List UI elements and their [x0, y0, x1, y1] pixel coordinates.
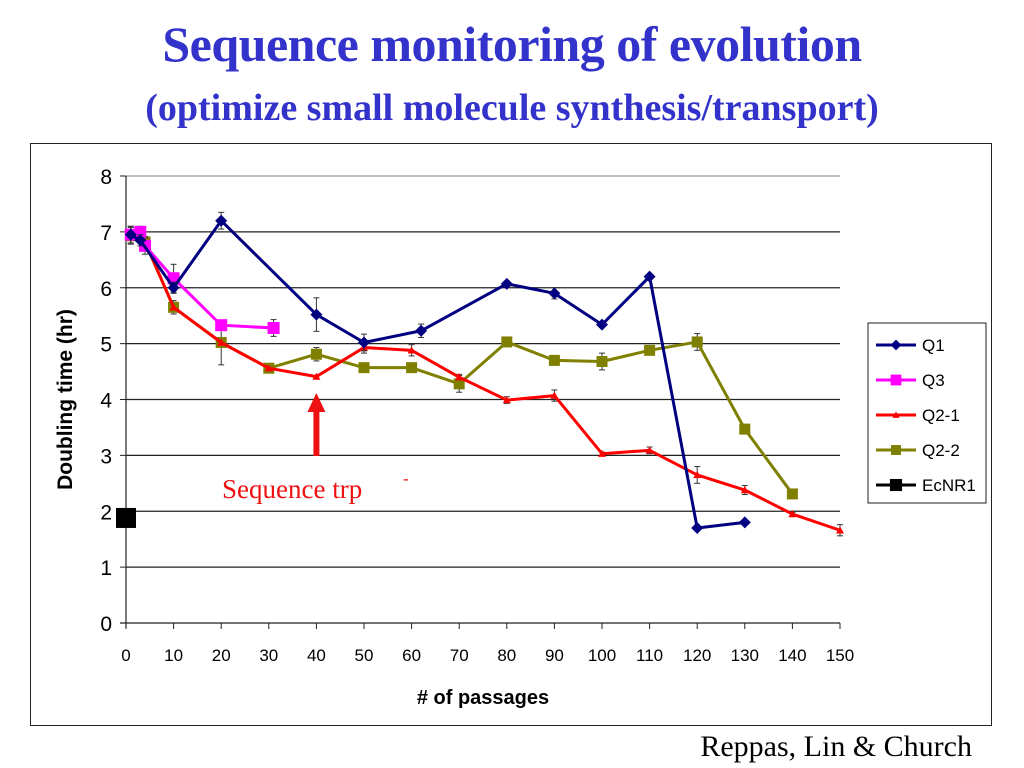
x-tick-label: 140 — [778, 646, 806, 665]
data-point-q2-1 — [407, 346, 416, 354]
data-point-q2-1 — [217, 338, 226, 346]
legend-label-q2-2: Q2-2 — [922, 441, 960, 460]
data-point-q1 — [415, 324, 428, 337]
x-axis-title: # of passages — [417, 687, 549, 709]
series-q2-1 — [126, 229, 844, 537]
x-tick-label: 120 — [683, 646, 711, 665]
series-q3 — [124, 225, 280, 337]
legend-label-q2-1: Q2-1 — [922, 406, 960, 425]
legend-label-ecnr1: EcNR1 — [922, 476, 976, 495]
data-point-q2-1 — [693, 470, 702, 479]
slide-subtitle: (optimize small molecule synthesis/trans… — [145, 87, 879, 129]
data-point-q2-2 — [501, 336, 513, 348]
annotation-group: Sequence trp - — [222, 393, 409, 504]
y-tick-label: 3 — [100, 445, 112, 468]
data-point-q2-1 — [264, 364, 273, 372]
data-point-q2-1 — [836, 526, 844, 534]
series-q2-2 — [125, 226, 798, 500]
y-tick-label: 8 — [100, 166, 112, 189]
x-tick-label: 30 — [259, 646, 278, 665]
legend-marker-q1 — [890, 339, 902, 351]
x-tick-label: 100 — [588, 646, 616, 665]
data-point-q3 — [267, 321, 280, 334]
data-point-q3 — [215, 319, 228, 332]
series-ecnr1 — [116, 507, 136, 528]
data-point-q2-2 — [358, 362, 370, 374]
data-point-q1 — [215, 214, 228, 227]
x-tick-label: 50 — [355, 646, 374, 665]
y-tick-label: 1 — [100, 557, 112, 580]
credit-text: Reppas, Lin & Church — [700, 730, 972, 763]
data-point-q2-1 — [598, 449, 606, 457]
x-tick-label: 90 — [545, 646, 564, 665]
x-tick-label: 70 — [450, 646, 469, 665]
data-point-q1 — [134, 234, 147, 247]
data-point-q1 — [500, 277, 513, 290]
x-tick-label: 0 — [121, 646, 130, 665]
x-tick-label: 60 — [402, 646, 421, 665]
data-point-q1 — [167, 281, 180, 294]
data-point-q2-2 — [406, 362, 418, 374]
x-tick-label: 20 — [212, 646, 231, 665]
y-tick-label: 7 — [100, 222, 112, 245]
legend-marker-q3 — [890, 374, 902, 386]
y-tick-label: 2 — [100, 501, 112, 524]
data-point-q2-1 — [169, 303, 178, 311]
data-point-q2-1 — [788, 510, 797, 518]
y-axis-title: Doubling time (hr) — [54, 309, 77, 490]
legend: Q1 Q3 Q2-1 Q2-2 EcNR1 — [867, 322, 987, 504]
data-point-q1 — [643, 270, 656, 283]
data-point-q2-2 — [691, 336, 703, 348]
data-point-q2-2 — [310, 348, 322, 360]
y-tick-label: 0 — [100, 613, 112, 636]
legend-box — [867, 322, 987, 504]
x-tick-label: 130 — [731, 646, 759, 665]
legend-label-q1: Q1 — [922, 336, 945, 355]
annotation-superscript: - — [403, 469, 409, 488]
y-tick-label: 6 — [100, 278, 112, 301]
data-point-q2-2 — [596, 356, 608, 368]
data-point-q1 — [596, 318, 608, 331]
legend-marker-q2-1 — [892, 411, 900, 418]
data-point-q1 — [124, 228, 137, 241]
data-point-q1 — [548, 287, 561, 300]
data-point-q2-2 — [453, 378, 465, 390]
x-tick-label: 110 — [636, 646, 663, 665]
data-point-q1 — [358, 336, 370, 349]
series-q1 — [124, 211, 751, 535]
gridlines — [126, 175, 840, 568]
data-point-q2-2 — [548, 354, 560, 366]
x-tick-label: 40 — [307, 646, 326, 665]
data-point-q2-1 — [455, 373, 464, 381]
data-point-ecnr1 — [116, 507, 136, 528]
data-point-q2-1 — [550, 391, 559, 399]
x-tick-label: 10 — [164, 646, 183, 665]
x-tick-label: 150 — [826, 646, 854, 665]
annotation-arrow-head — [307, 393, 326, 412]
y-tick-label: 5 — [100, 334, 112, 357]
data-point-q2-2 — [739, 423, 751, 435]
data-point-q2-1 — [502, 396, 511, 404]
data-point-q1 — [310, 308, 323, 321]
data-point-q2-2 — [786, 488, 798, 500]
data-point-q2-1 — [312, 372, 321, 380]
x-tick-label: 80 — [497, 646, 516, 665]
legend-marker-q2-2 — [891, 445, 901, 455]
data-point-q1 — [738, 516, 751, 529]
data-point-q2-2 — [644, 344, 656, 356]
data-point-q2-1 — [740, 486, 749, 494]
series-line-q2-1 — [130, 232, 841, 532]
data-point-q2-1 — [645, 446, 654, 454]
legend-label-q3: Q3 — [922, 371, 945, 390]
chart-frame — [30, 143, 992, 726]
legend-marker-ecnr1 — [889, 478, 903, 492]
slide-title: Sequence monitoring of evolution — [162, 16, 862, 72]
series-group — [116, 211, 844, 537]
y-tick-label: 4 — [100, 390, 112, 413]
data-point-q1 — [691, 522, 704, 535]
annotation-text: Sequence trp — [222, 474, 362, 504]
